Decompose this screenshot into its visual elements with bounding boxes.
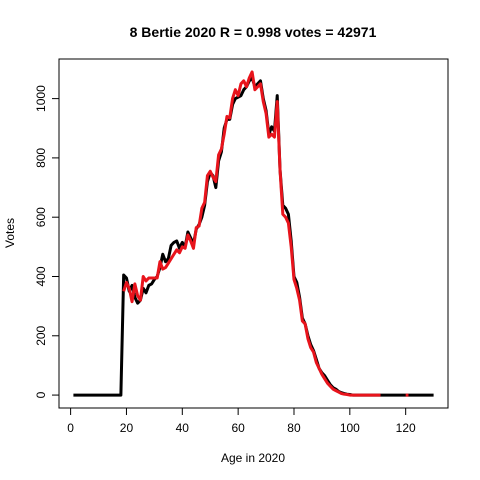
y-tick-label: 1000 (34, 85, 48, 112)
x-tick-label: 20 (120, 421, 134, 435)
x-tick-label: 0 (67, 421, 74, 435)
y-tick-label: 200 (34, 325, 48, 345)
x-tick-label: 40 (176, 421, 190, 435)
y-tick-label: 400 (34, 266, 48, 286)
x-tick-label: 100 (340, 421, 360, 435)
x-tick-label: 80 (287, 421, 301, 435)
y-tick-label: 600 (34, 207, 48, 227)
series-line (73, 76, 434, 397)
y-axis-label: Votes (3, 218, 17, 248)
x-axis-label: Age in 2020 (221, 451, 285, 465)
y-tick-label: 0 (34, 391, 48, 398)
series-line (122, 70, 409, 397)
x-tick-label: 60 (231, 421, 245, 435)
chart-title: 8 Bertie 2020 R = 0.998 votes = 42971 (130, 24, 377, 40)
x-tick-label: 120 (396, 421, 416, 435)
y-tick-label: 800 (34, 148, 48, 168)
plot-frame (58, 58, 449, 409)
